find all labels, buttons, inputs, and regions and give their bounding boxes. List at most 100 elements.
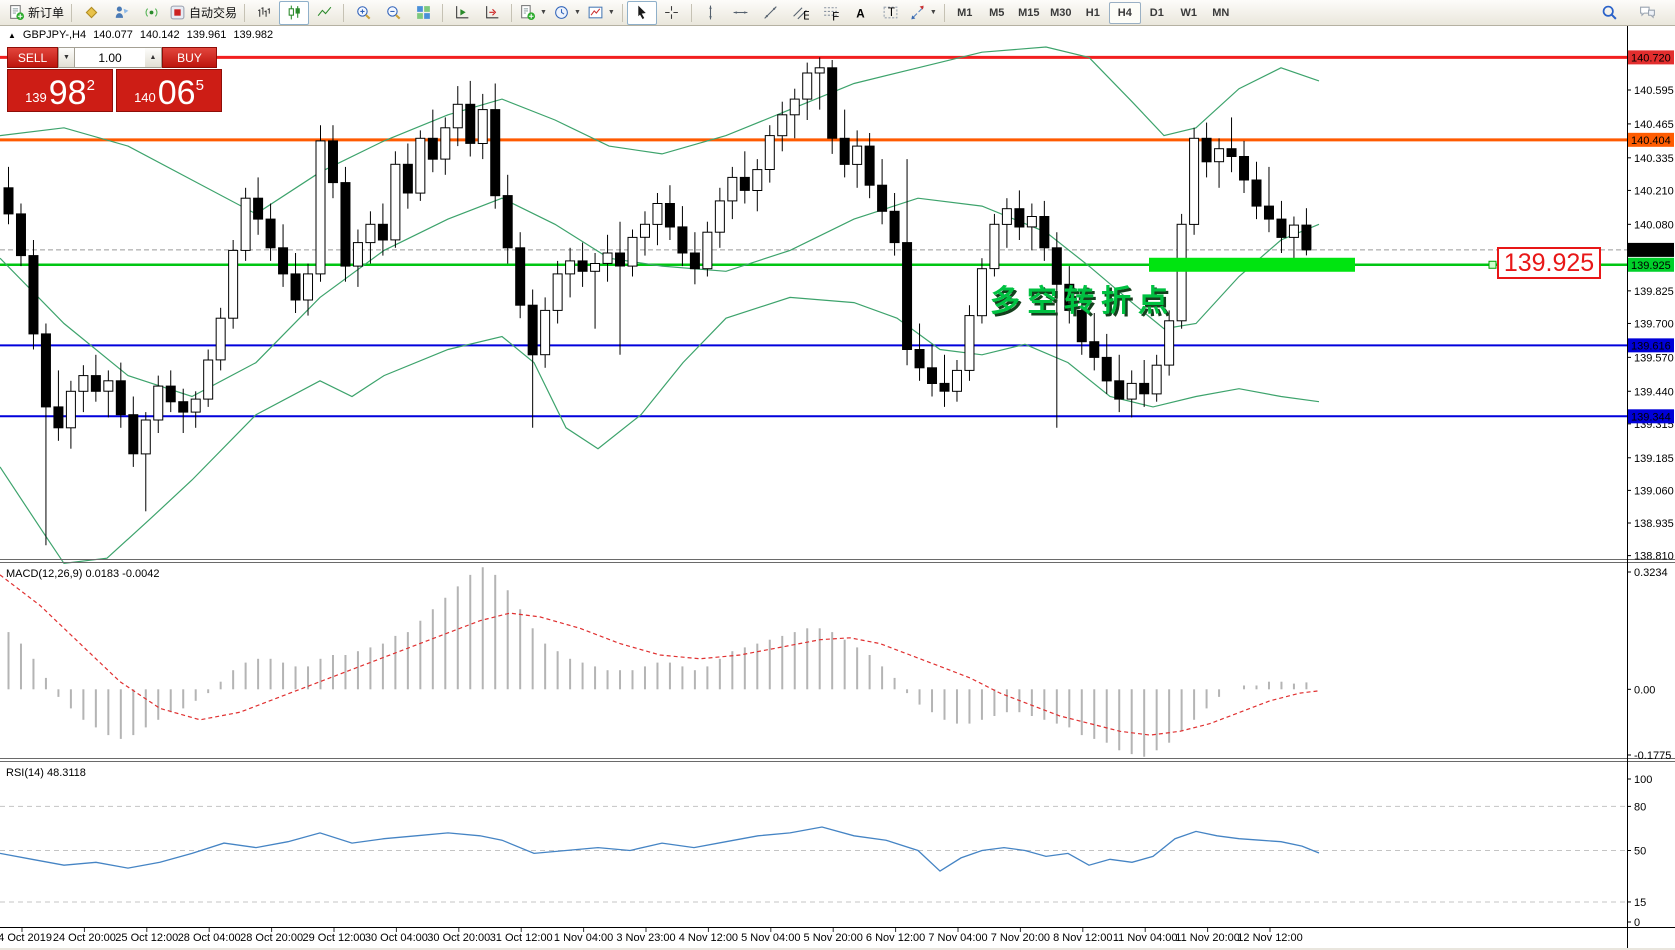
price-tick-label: 138.935 (1634, 518, 1674, 530)
buy-button[interactable]: BUY (162, 47, 217, 68)
cursor-button[interactable] (626, 0, 657, 25)
timeframe-m5-button[interactable]: M5 (989, 6, 1005, 19)
time-tick-label: 30 Oct 20:00 (427, 932, 490, 944)
fibonacci-button[interactable]: F (816, 1, 846, 25)
sell-price-display[interactable]: 139 98 2 (7, 69, 113, 112)
volume-decrease-button[interactable]: ▼ (58, 47, 75, 68)
horizontal-level-lines (0, 55, 1627, 418)
market-watch-icon[interactable] (76, 1, 106, 25)
timeframe-m30-button[interactable]: M30 (1050, 6, 1072, 19)
rsi-axis: 100 80 50 15 0 (1627, 774, 1652, 929)
ohlc-close: 139.982 (233, 29, 274, 41)
textA-icon: A (857, 7, 866, 20)
time-tick-label: 30 Oct 04:00 (365, 932, 428, 944)
auto-trading-button[interactable]: 自动交易 (166, 1, 240, 25)
chat-button[interactable] (1632, 1, 1662, 25)
tiles-icon (416, 6, 430, 19)
toolbar-separator (244, 3, 246, 22)
macd-tick-label: 0.3234 (1634, 567, 1668, 579)
dropdown-caret-icon: ▼ (929, 9, 937, 16)
pane-dividers (0, 559, 1675, 762)
label-button[interactable]: T (876, 1, 906, 25)
buy-price-whole: 140 (134, 90, 156, 105)
timeframe-mn-button[interactable]: MN (1212, 6, 1230, 19)
price-badge-label: 140.720 (1631, 52, 1671, 64)
candlesticks (3, 57, 1312, 546)
rsi-tick-label: 80 (1634, 801, 1646, 813)
time-tick-label: 5 Nov 04:00 (741, 932, 800, 944)
trendline-handle (1488, 260, 1497, 269)
periods-button[interactable]: ▼ (550, 1, 584, 25)
search-button[interactable] (1594, 1, 1624, 25)
neworder-icon (10, 5, 25, 21)
timeframe-h4-button[interactable]: H4 (1108, 1, 1141, 24)
horizontal-line-button[interactable] (726, 1, 756, 25)
text-button[interactable]: A (846, 1, 876, 25)
templates-button[interactable]: ▼ (584, 1, 618, 25)
labelT-icon: T (883, 6, 898, 19)
price-tick-label: 140.465 (1634, 119, 1674, 131)
volume-increase-button[interactable]: ▲ (145, 47, 162, 68)
arrows-button[interactable]: ▼ (906, 1, 940, 25)
indicators-button[interactable]: ▼ (516, 1, 550, 25)
status-strip (0, 948, 1675, 950)
zoom-in-button[interactable] (348, 1, 378, 25)
signals-icon[interactable] (136, 1, 166, 25)
svg-text:A: A (857, 7, 866, 20)
time-tick-label: 11 Nov 04:00 (1113, 932, 1178, 944)
new-order-button[interactable]: 新订单 (5, 1, 67, 25)
price-tick-label: 139.700 (1634, 318, 1674, 330)
sell-button[interactable]: SELL (7, 47, 58, 68)
volume-input[interactable]: 1.00 (75, 47, 145, 68)
timeframe-m15-button[interactable]: M15 (1018, 6, 1040, 19)
price-tick-label: 139.060 (1634, 485, 1674, 497)
candlestick-chart-button[interactable] (279, 0, 310, 25)
timeframe-m1-button[interactable]: M1 (957, 6, 973, 19)
buy-price-display[interactable]: 140 06 5 (116, 69, 222, 112)
tile-windows-button[interactable] (408, 1, 438, 25)
line-chart-button[interactable] (309, 1, 339, 25)
price-badge (1628, 338, 1674, 353)
crosshair-button[interactable] (657, 1, 687, 25)
timeframe-w1-button[interactable]: W1 (1180, 6, 1198, 19)
macd-axis: 0.3234 0.00 -0.1775 (1627, 567, 1671, 762)
sell-price-point: 2 (86, 77, 95, 94)
zoom-out-button[interactable] (378, 1, 408, 25)
price-badge (1628, 409, 1674, 424)
ohlc-high: 140.142 (139, 29, 180, 41)
rsi-tick-label: 0 (1634, 917, 1640, 929)
hline-icon (733, 11, 748, 14)
svg-text:E: E (804, 9, 810, 21)
price-axis[interactable]: 140.595 140.465 140.335 140.210 140.080 139.8… (1627, 50, 1674, 563)
macd-tick-label: 0.00 (1634, 684, 1655, 696)
ohlc-open: 140.077 (93, 29, 133, 41)
auto-scroll-button[interactable] (447, 1, 477, 25)
collapse-marker-icon[interactable]: ▲ (8, 30, 16, 40)
symbol-title: GBPJPY-,H4 (22, 29, 87, 41)
pane-borders (0, 26, 1675, 948)
bar-chart-button[interactable] (249, 1, 279, 25)
price-badge (1628, 50, 1674, 65)
autoscroll-icon (455, 6, 468, 19)
price-badge-label: 139.344 (1631, 411, 1671, 423)
rsi-pane (0, 805, 1627, 903)
buy-price-pips: 06 (157, 74, 196, 112)
vertical-line-button[interactable] (696, 1, 726, 25)
linechart-icon (317, 6, 331, 17)
timeframe-h1-button[interactable]: H1 (1085, 6, 1100, 19)
chart-shift-button[interactable] (477, 1, 507, 25)
fibo-icon: F (824, 7, 839, 21)
profile-icon[interactable] (106, 1, 136, 25)
timeframe-d1-button[interactable]: D1 (1149, 6, 1164, 19)
price-badge-label: 139.925 (1631, 260, 1671, 272)
signal-icon (145, 8, 157, 17)
toolbar-right-group (1594, 1, 1670, 25)
symbol-info-line: ▲ GBPJPY-,H4 140.077 140.142 139.961 139… (8, 29, 273, 41)
channel-button[interactable]: E (786, 1, 816, 25)
trendline-button[interactable] (756, 1, 786, 25)
highlight-zone (1149, 257, 1355, 272)
autotrade-icon (170, 5, 185, 20)
crosshair-icon (665, 6, 679, 19)
